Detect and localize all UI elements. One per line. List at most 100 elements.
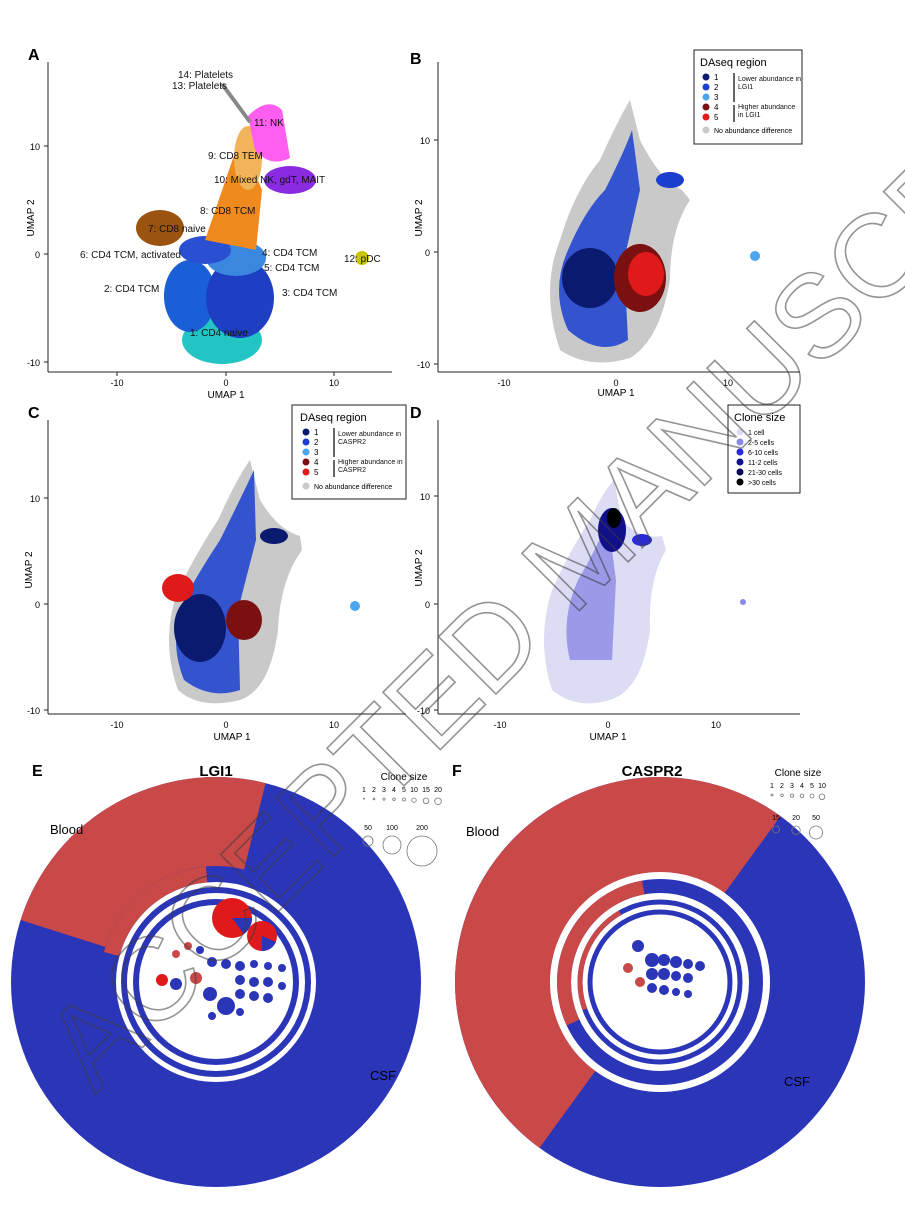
panel-c-legend-none: No abundance difference (314, 484, 392, 491)
panel-c-legend-4: 4 (314, 458, 319, 467)
cluster-label-8: 8: CD8 TCM (200, 206, 255, 217)
panel-b-legend-2: 2 (714, 83, 719, 92)
panel-d-ytick-2: 0 (425, 600, 430, 610)
panel-f-title: CASPR2 (622, 763, 683, 780)
panel-c: C 10 0 -10 -10 0 10 UMAP 1 UMAP 2 (0, 400, 410, 750)
clone-size-label: 15 (772, 815, 780, 822)
panel-f: F CASPR2 (452, 750, 905, 1200)
panel-f-clones (623, 940, 705, 998)
panel-c-legend-2: 2 (314, 438, 319, 447)
clone-size-label: 100 (386, 825, 398, 832)
panel-e-title: LGI1 (199, 763, 232, 780)
clone-size-circle (799, 793, 805, 798)
panel-a-ytick-3: -10 (27, 358, 40, 368)
panel-d-svg: D 10 0 -10 -10 0 10 UMAP 1 UMAP 2 Clo (410, 404, 801, 743)
panel-d-legend-2: 2-5 cells (748, 440, 775, 447)
panel-a-ytick-2: 0 (35, 250, 40, 260)
panel-b: B 10 0 -10 -10 0 10 UMAP 1 UMAP 2 (400, 40, 805, 400)
cluster-label-6: 6: CD4 TCM, activated (80, 250, 181, 261)
clone-size-circle (818, 793, 826, 800)
panel-d-xtick-1: -10 (493, 720, 506, 730)
panel-b-legend-group-high: Higher abundance in LGI1 (738, 104, 796, 119)
panel-f-clone-size-legend: Clone size 1 2 3 4 5 10 15 20 50 (770, 768, 826, 840)
panel-b-legend-group-low: Lower abundance in LGI1 (738, 76, 802, 91)
cluster-7-blob (136, 210, 184, 246)
panel-d-umap (544, 480, 746, 704)
panel-f-ring (455, 777, 865, 1187)
panel-c-axes: 10 0 -10 -10 0 10 UMAP 1 UMAP 2 (24, 420, 406, 743)
clone-size-label: 50 (812, 815, 820, 822)
panel-a-ylabel: UMAP 2 (26, 199, 37, 236)
cluster-13-blob (220, 82, 252, 124)
clone-size-label: 50 (364, 825, 372, 832)
clone-size-circle (789, 793, 794, 798)
clone-size-label: 1 (362, 787, 366, 794)
panel-a-letter: A (28, 47, 40, 64)
panel-a-xtick-1: -10 (110, 378, 123, 388)
panel-a-ytick-1: 10 (30, 142, 40, 152)
cluster-label-11: 11: NK (254, 118, 284, 129)
panel-a-xtick-2: 0 (223, 378, 228, 388)
panel-b-legend-none: No abundance difference (714, 128, 792, 135)
clone-size-label: 1 (770, 783, 774, 790)
cluster-label-7: 7: CD8 naive (148, 224, 206, 235)
panel-f-inner-gap (550, 872, 770, 1092)
panel-f-inner-red-ring-2 (577, 910, 622, 1011)
panel-d-ylabel: UMAP 2 (414, 549, 425, 586)
panel-e-clone-size-title: Clone size (381, 772, 428, 783)
panel-c-legend-3: 3 (314, 448, 319, 457)
panel-b-letter: B (410, 51, 422, 68)
panel-c-legend-1: 1 (314, 428, 319, 437)
clone-size-label: 2 (372, 787, 376, 794)
panel-d-legend-6: >30 cells (748, 480, 776, 487)
panel-f-inner-ring-3 (587, 909, 733, 1055)
panel-e-letter: E (32, 763, 43, 780)
panel-e-svg: E LGI1 (11, 763, 442, 1187)
cluster-3-blob (206, 258, 274, 338)
panel-c-ytick-1: 10 (30, 494, 40, 504)
clone-size-label: 10 (818, 783, 826, 790)
panel-b-legend-title: DAseq region (700, 57, 767, 69)
panel-d-legend: Clone size 1 cell 2-5 cells 6-10 cells 1… (727, 404, 801, 494)
panel-b-axes: 10 0 -10 -10 0 10 UMAP 1 UMAP 2 (414, 62, 800, 399)
panel-c-legend: DAseq region 1 2 3 4 5 No abundance diff… (291, 404, 407, 500)
panel-c-xtick-2: 0 (223, 720, 228, 730)
panel-e: E LGI1 (0, 750, 452, 1200)
clone-size-label: 4 (800, 783, 804, 790)
cluster-label-2: 2: CD4 TCM (104, 284, 159, 295)
panel-d-ytick-1: 10 (420, 492, 430, 502)
panel-a-cluster-labels: 14: Platelets 13: Platelets 11: NK 9: CD… (80, 70, 381, 339)
clone-size-label: 200 (416, 825, 428, 832)
panel-d-legend-4: 11-2 cells (748, 460, 778, 467)
cluster-10-blob (264, 166, 316, 194)
clone-size-circle (362, 797, 365, 800)
panel-c-ytick-3: -10 (27, 706, 40, 716)
panel-e-blood-label: Blood (50, 822, 83, 837)
panel-a-xlabel: UMAP 1 (207, 390, 244, 400)
clone-size-circle (422, 797, 430, 804)
panel-e-clones (156, 898, 286, 1020)
panel-a-umap (136, 82, 369, 364)
panel-a-xtick-3: 10 (329, 378, 339, 388)
panel-e-inner-ring-2 (121, 887, 311, 1077)
cluster-12-blob (355, 251, 369, 265)
panel-d-legend-1: 1 cell (748, 430, 765, 437)
panel-b-legend-3: 3 (714, 93, 719, 102)
panel-d-legend-5: 21-30 cells (748, 470, 782, 477)
cluster-11-blob (248, 104, 290, 162)
panel-b-svg: B 10 0 -10 -10 0 10 UMAP 1 UMAP 2 (410, 49, 803, 399)
panel-b-xtick-3: 10 (723, 378, 733, 388)
cluster-label-13: 13: Platelets (172, 81, 227, 92)
panel-d-xlabel: UMAP 1 (589, 732, 626, 743)
cluster-6-blob (179, 236, 231, 264)
cluster-2-blob (164, 260, 216, 332)
clone-size-circle (809, 793, 815, 799)
cluster-label-9: 9: CD8 TEM (208, 151, 263, 162)
panel-d-xtick-3: 10 (711, 720, 721, 730)
clone-size-circle (382, 835, 402, 855)
panel-b-legend: DAseq region 1 2 3 4 5 No abundance diff… (693, 49, 803, 145)
panel-d-legend-title: Clone size (734, 412, 785, 424)
panel-f-svg: F CASPR2 (452, 763, 865, 1187)
clone-size-circle (402, 797, 406, 802)
panel-b-umap (550, 100, 760, 363)
